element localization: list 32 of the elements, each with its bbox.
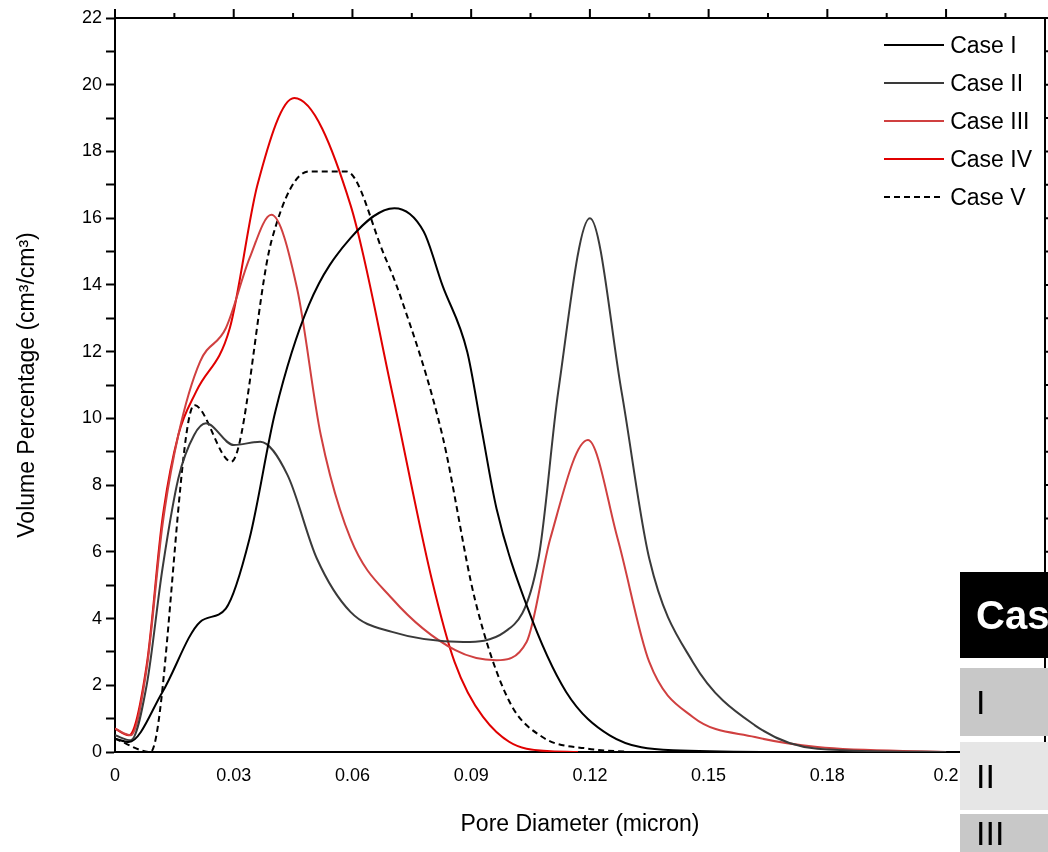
y-tick-label: 10	[81, 407, 102, 428]
legend-label: Case IV	[950, 145, 1032, 174]
y-tick-label: 8	[91, 474, 102, 495]
x-axis-title: Pore Diameter (micron)	[460, 809, 700, 836]
x-tick-label: 0.18	[809, 764, 845, 785]
x-tick-label: 0.03	[216, 764, 252, 785]
y-tick-label: 18	[81, 140, 102, 161]
y-tick-label: 16	[81, 207, 102, 228]
y-tick-label: 2	[91, 674, 102, 695]
text: III	[960, 813, 1048, 852]
y-tick-label: 0	[91, 740, 102, 761]
legend-label: Case II	[950, 69, 1024, 98]
legend-label: Case I	[950, 31, 1017, 60]
annotation: I	[960, 668, 1048, 736]
y-tick-label: 14	[81, 273, 102, 294]
x-tick-label: 0.15	[691, 764, 727, 785]
x-tick-label: 0.06	[334, 764, 370, 785]
y-axis-title: Volume Percentage (cm³/cm³)	[13, 232, 40, 538]
y-tick-label: 6	[91, 540, 102, 561]
y-tick-label: 20	[81, 73, 102, 94]
line-series	[115, 97, 580, 752]
annotation: Cas	[960, 572, 1048, 658]
x-tick-label: 0.2	[933, 764, 959, 785]
legend-label: Case III	[950, 107, 1030, 136]
y-tick-label: 22	[81, 6, 102, 27]
legend-label: Case V	[950, 183, 1026, 212]
x-tick-label: 0.09	[453, 764, 489, 785]
x-tick-label: 0	[109, 764, 121, 785]
text: II	[960, 742, 1048, 810]
x-tick-label: 0.12	[572, 764, 608, 785]
y-tick-label: 12	[81, 340, 102, 361]
y-tick-label: 4	[91, 607, 102, 628]
